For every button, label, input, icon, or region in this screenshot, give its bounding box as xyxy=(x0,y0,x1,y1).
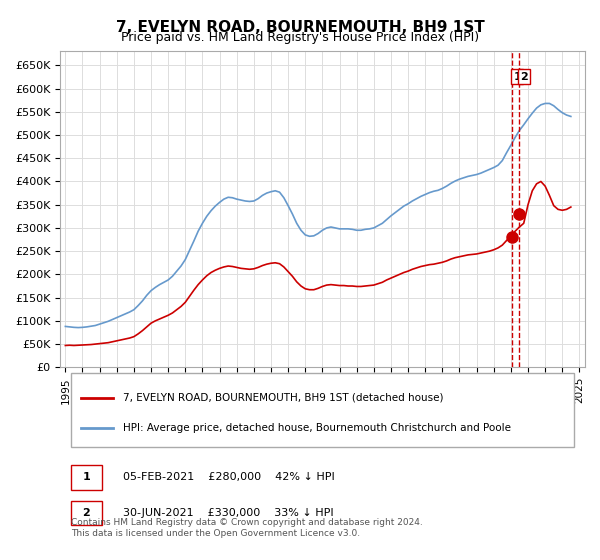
FancyBboxPatch shape xyxy=(71,372,574,447)
Text: 30-JUN-2021    £330,000    33% ↓ HPI: 30-JUN-2021 £330,000 33% ↓ HPI xyxy=(123,508,334,518)
Text: 2: 2 xyxy=(520,72,528,82)
Text: HPI: Average price, detached house, Bournemouth Christchurch and Poole: HPI: Average price, detached house, Bour… xyxy=(123,423,511,433)
Text: 2: 2 xyxy=(83,508,91,518)
FancyBboxPatch shape xyxy=(71,465,102,490)
Text: 1: 1 xyxy=(83,473,91,483)
Text: Contains HM Land Registry data © Crown copyright and database right 2024.
This d: Contains HM Land Registry data © Crown c… xyxy=(71,519,422,538)
Text: 1: 1 xyxy=(513,72,521,82)
Text: 05-FEB-2021    £280,000    42% ↓ HPI: 05-FEB-2021 £280,000 42% ↓ HPI xyxy=(123,473,335,483)
Text: Price paid vs. HM Land Registry's House Price Index (HPI): Price paid vs. HM Land Registry's House … xyxy=(121,31,479,44)
Text: 7, EVELYN ROAD, BOURNEMOUTH, BH9 1ST: 7, EVELYN ROAD, BOURNEMOUTH, BH9 1ST xyxy=(116,20,484,35)
FancyBboxPatch shape xyxy=(71,501,102,525)
Text: 7, EVELYN ROAD, BOURNEMOUTH, BH9 1ST (detached house): 7, EVELYN ROAD, BOURNEMOUTH, BH9 1ST (de… xyxy=(123,393,443,403)
